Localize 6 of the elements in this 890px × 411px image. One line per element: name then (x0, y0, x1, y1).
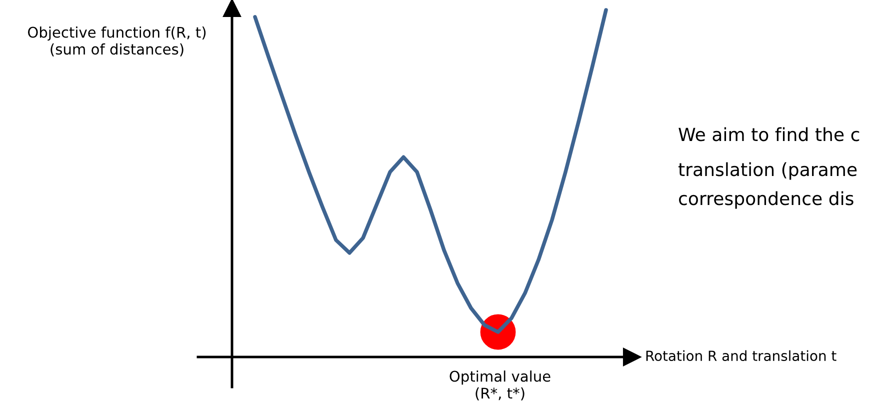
x-axis-title: Rotation R and translation t (646, 350, 836, 362)
text: correspondence dis (678, 191, 854, 209)
text: translation (parame (678, 162, 857, 180)
y-axis-title: Objective function f(R, t) (sum of distances) (28, 26, 206, 56)
text: Optimal value (R*, t*) (450, 370, 550, 400)
text: We aim to find the c (678, 127, 860, 142)
